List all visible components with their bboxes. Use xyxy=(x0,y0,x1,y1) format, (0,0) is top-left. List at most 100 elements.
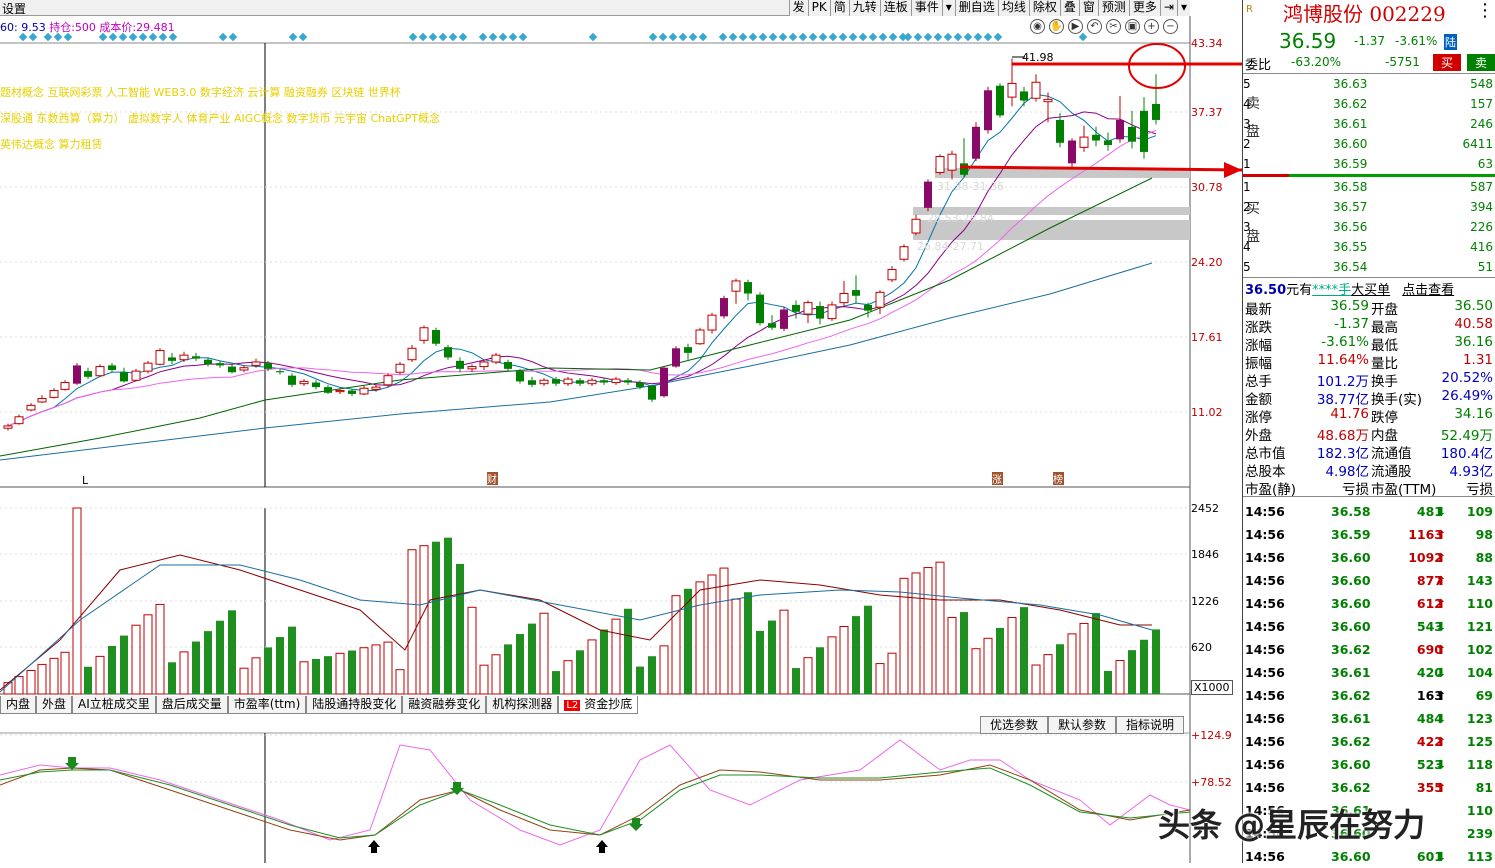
settings-button[interactable]: 设置 xyxy=(2,2,27,16)
stat-v1: 11.64% xyxy=(1317,352,1369,368)
order-level-row[interactable]: 5 36.63 548 xyxy=(1243,74,1495,94)
price-change: -1.37 xyxy=(1354,34,1386,48)
candle-body xyxy=(899,246,909,260)
zoom-in-icon[interactable]: + xyxy=(1144,19,1159,34)
indicator-tab[interactable]: 陆股通持股变化 xyxy=(306,696,403,714)
tick-row[interactable]: 14:56 36.62 163 69 ⬆ xyxy=(1243,684,1495,707)
undo-icon[interactable]: ↶ xyxy=(1087,19,1102,34)
tick-row[interactable]: 14:56 36.60 239 xyxy=(1243,822,1495,845)
tick-row[interactable]: 14:56 36.59 1163 98 ⬆ xyxy=(1243,523,1495,546)
indicator-tab[interactable]: 外盘 xyxy=(36,696,73,714)
order-level-row[interactable]: 1 36.59 63 xyxy=(1243,154,1495,174)
candle-body xyxy=(803,302,813,315)
zone-label: 28.53-28.84 xyxy=(927,212,994,225)
tick-row[interactable]: 14:56 36.60 612 110 ⬆ xyxy=(1243,592,1495,615)
indicator-tab[interactable]: 机构探测器 xyxy=(486,696,559,714)
play-icon[interactable]: ▶ xyxy=(1068,19,1083,34)
order-level-row[interactable]: 4 36.62 157 xyxy=(1243,94,1495,114)
arrow-icon: ⬆ xyxy=(1435,688,1447,703)
toolbar-button[interactable]: 更多 xyxy=(1128,0,1160,16)
tick-t: 14:56 xyxy=(1245,642,1285,657)
stat-row: 外盘 48.68万 内盘 52.49万 xyxy=(1243,424,1495,444)
tick-n: 143 xyxy=(1466,573,1493,588)
candle-body xyxy=(383,375,393,386)
zoom-out-icon[interactable]: − xyxy=(1163,19,1178,34)
tick-row[interactable]: 14:56 36.60 877 143 ⬆ xyxy=(1243,569,1495,592)
tick-row[interactable]: 14:56 36.61 484 123 ⬇ xyxy=(1243,707,1495,730)
order-level-row[interactable]: 3 36.56 226 xyxy=(1243,217,1495,237)
tick-px: 36.60 xyxy=(1331,550,1371,565)
hand-icon[interactable]: ✋ xyxy=(1049,19,1064,34)
toolbar-button[interactable]: 发 xyxy=(788,0,808,16)
toolbar-button[interactable]: 连板 xyxy=(879,0,911,16)
tick-list[interactable]: 14:56 36.58 481 109 ⬇ 14:56 36.59 1163 98 ⬆ 14:56 3… xyxy=(1243,500,1495,868)
toolbar-button[interactable]: 均线 xyxy=(997,0,1029,16)
volume-bar xyxy=(1092,613,1100,694)
toolbar-button[interactable]: 窗 xyxy=(1078,0,1098,16)
toolbar-button[interactable]: 预测 xyxy=(1097,0,1129,16)
more-icon[interactable]: ⋮ xyxy=(1476,0,1494,21)
volume-bar xyxy=(996,627,1004,694)
stat-k2: 换手(实) xyxy=(1371,392,1423,408)
lock-icon[interactable]: ▣ xyxy=(1125,19,1140,34)
indicator-tab[interactable]: L2 资金抄底 xyxy=(558,696,639,714)
candle-body xyxy=(984,90,992,131)
volume-bar xyxy=(456,563,464,694)
tick-row[interactable]: 14:56 36.60 543 121 ⬇ xyxy=(1243,615,1495,638)
indicator-tab[interactable]: 市盈率(ttm) xyxy=(227,696,307,714)
volume-bar xyxy=(264,647,272,694)
indicator-tab[interactable]: 融资融券变化 xyxy=(402,696,487,714)
indicator-tab[interactable]: AI立桩成交里 xyxy=(72,696,156,714)
tick-px: 36.61 xyxy=(1331,665,1371,680)
candle-body xyxy=(516,371,524,382)
toolbar-button[interactable]: 叠 xyxy=(1059,0,1079,16)
optimal-params-button[interactable]: 优选参数 xyxy=(980,716,1049,734)
eye-icon[interactable]: ◉ xyxy=(1030,19,1045,34)
toolbar-button[interactable]: ▾ xyxy=(1176,0,1190,16)
view-link[interactable]: 点击查看 xyxy=(1402,283,1455,298)
tick-row[interactable]: 14:56 36.61 420 104 ⬇ xyxy=(1243,661,1495,684)
buy-button[interactable]: 买 xyxy=(1433,54,1462,71)
tick-row[interactable]: 14:56 36.62 355 81 ⬆ xyxy=(1243,776,1495,799)
tick-row[interactable]: 14:56 36.62 422 125 ⬆ xyxy=(1243,730,1495,753)
order-level-row[interactable]: 2 36.60 6411 xyxy=(1243,134,1495,154)
toolbar-button[interactable]: ⇥ xyxy=(1159,0,1177,16)
toolbar-button[interactable]: ▾ xyxy=(941,0,955,16)
tick-row[interactable]: 14:56 36.62 690 102 ⬆ xyxy=(1243,638,1495,661)
tick-row[interactable]: 14:56 36.60 601 113 ⬇ xyxy=(1243,845,1495,868)
default-params-button[interactable]: 默认参数 xyxy=(1048,716,1117,734)
candle-body xyxy=(3,425,13,429)
toolbar-button[interactable]: PK xyxy=(807,0,830,16)
indicator-tab[interactable]: 内盘 xyxy=(0,696,37,714)
indicator-help-button[interactable]: 指标说明 xyxy=(1116,716,1185,734)
toolbar-button[interactable]: 删自选 xyxy=(954,0,998,16)
volume-bar xyxy=(707,574,717,695)
arrow-down-icon: ⬇ xyxy=(1435,757,1447,772)
order-level-row[interactable]: 5 36.54 51 xyxy=(1243,257,1495,277)
toolbar-button[interactable]: 九转 xyxy=(848,0,880,16)
order-vol: 226 xyxy=(1470,220,1493,234)
weibi-label: 委比 xyxy=(1245,58,1272,73)
order-level-row[interactable]: 2 36.57 394 xyxy=(1243,197,1495,217)
quote-panel: R 鸿博股份 002229 ⋮ 36.59 -1.37 -3.61% 陆 委比 … xyxy=(1242,0,1495,864)
stat-v1: 38.77亿 xyxy=(1316,392,1369,408)
toolbar-button[interactable]: 除权 xyxy=(1028,0,1060,16)
toolbar-button[interactable]: 事件 xyxy=(910,0,942,16)
stat-row: 涨停 41.76 跌停 34.16 xyxy=(1243,406,1495,426)
scissors-icon[interactable]: ✂ xyxy=(1106,19,1121,34)
sell-button[interactable]: 卖 xyxy=(1467,54,1495,71)
arrow-down-icon: ⬇ xyxy=(1435,849,1447,864)
tick-row[interactable]: 14:56 36.58 481 109 ⬇ xyxy=(1243,500,1495,523)
tick-row[interactable]: 14:56 36.60 1092 88 ⬆ xyxy=(1243,546,1495,569)
volume-bar xyxy=(611,618,621,695)
tick-row[interactable]: 14:56 36.60 523 118 ⬇ xyxy=(1243,753,1495,776)
tick-row[interactable]: 14:56 36.61 110 xyxy=(1243,799,1495,822)
kline-chart[interactable]: 31.38-31.36 28.53-28.84 26.84-27.71 41.98 L 财… xyxy=(0,0,1242,863)
stat-k2: 流通值 xyxy=(1371,446,1412,462)
toolbar-button[interactable]: 简 xyxy=(829,0,849,16)
order-level-row[interactable]: 3 36.61 246 xyxy=(1243,114,1495,134)
order-level-row[interactable]: 1 36.58 587 xyxy=(1243,177,1495,197)
volume-bar xyxy=(911,572,921,695)
indicator-tab[interactable]: 盘后成交量 xyxy=(155,696,228,714)
order-level-row[interactable]: 4 36.55 416 xyxy=(1243,237,1495,257)
